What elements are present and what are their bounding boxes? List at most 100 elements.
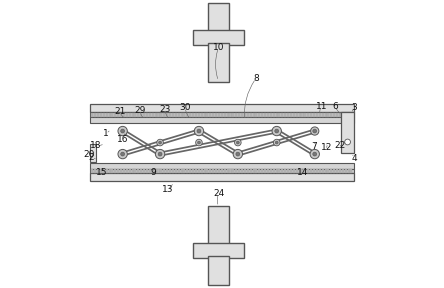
Bar (90, 169, 354, 173)
Circle shape (275, 129, 279, 133)
Bar (140, 113, 142, 117)
Bar (333, 113, 335, 117)
Text: 22: 22 (334, 141, 346, 150)
Bar (203, 113, 206, 117)
Bar (152, 169, 154, 173)
Bar (212, 113, 214, 117)
Bar (209, 169, 211, 173)
Bar (290, 113, 292, 117)
Bar (342, 169, 344, 173)
Bar (90, 173, 354, 181)
Bar (261, 113, 263, 117)
Circle shape (118, 149, 127, 159)
Bar (120, 169, 122, 173)
Bar (126, 169, 128, 173)
Text: 7: 7 (311, 142, 317, 151)
Bar (226, 169, 229, 173)
Bar (244, 169, 246, 173)
Bar (158, 169, 159, 173)
Bar (114, 169, 116, 173)
Circle shape (121, 129, 125, 133)
Bar (90, 112, 354, 117)
Bar (160, 169, 163, 173)
Circle shape (157, 139, 163, 146)
Bar (296, 113, 298, 117)
Bar (192, 113, 194, 117)
Bar (276, 169, 278, 173)
Bar (290, 169, 292, 173)
Bar (316, 169, 318, 173)
Bar (232, 113, 234, 117)
Bar (160, 113, 163, 117)
Bar (232, 169, 234, 173)
Bar (175, 169, 177, 173)
Bar (91, 113, 93, 117)
Bar (255, 169, 258, 173)
Bar (178, 113, 180, 117)
Bar (158, 113, 159, 117)
Bar (287, 113, 289, 117)
Bar (178, 169, 180, 173)
Bar (278, 113, 281, 117)
Bar (97, 113, 99, 117)
Bar (258, 169, 260, 173)
Bar (267, 113, 269, 117)
Bar (143, 113, 145, 117)
Bar (316, 113, 318, 117)
Bar (270, 169, 272, 173)
Bar (321, 113, 324, 117)
Circle shape (274, 139, 280, 146)
Bar (241, 169, 243, 173)
Bar (172, 169, 174, 173)
Bar (201, 169, 203, 173)
Bar (278, 169, 281, 173)
Text: 2: 2 (89, 153, 94, 162)
Bar (348, 113, 349, 117)
Text: 16: 16 (117, 134, 128, 144)
Bar (146, 169, 148, 173)
Bar (186, 169, 188, 173)
Bar (155, 169, 157, 173)
Bar (293, 169, 295, 173)
Bar (201, 113, 203, 117)
Circle shape (234, 139, 241, 146)
Bar (131, 113, 134, 117)
Bar (126, 113, 128, 117)
Bar (146, 113, 148, 117)
Circle shape (118, 126, 127, 136)
Bar (296, 169, 298, 173)
Bar (235, 169, 237, 173)
Bar (319, 113, 321, 117)
Bar (341, 112, 354, 153)
Bar (342, 113, 344, 117)
Bar (281, 169, 283, 173)
Bar (238, 113, 240, 117)
Bar (172, 113, 174, 117)
Bar (100, 113, 102, 117)
Bar (163, 169, 165, 173)
Circle shape (194, 126, 204, 136)
Bar (250, 113, 252, 117)
Bar (103, 113, 105, 117)
Bar (100, 169, 102, 173)
Bar (137, 113, 139, 117)
Bar (307, 169, 309, 173)
Text: 10: 10 (213, 43, 224, 52)
Bar (131, 169, 134, 173)
Bar (193, 243, 245, 258)
Bar (339, 169, 341, 173)
Bar (281, 113, 283, 117)
Circle shape (198, 141, 200, 144)
Text: 9: 9 (151, 168, 156, 177)
Bar (336, 113, 338, 117)
Bar (305, 113, 306, 117)
Bar (247, 169, 249, 173)
Bar (143, 169, 145, 173)
Text: 11: 11 (316, 102, 327, 111)
Bar (90, 163, 354, 169)
Circle shape (233, 149, 242, 159)
Text: 20: 20 (83, 149, 95, 159)
Bar (120, 113, 122, 117)
Bar (330, 113, 332, 117)
Bar (325, 113, 326, 117)
